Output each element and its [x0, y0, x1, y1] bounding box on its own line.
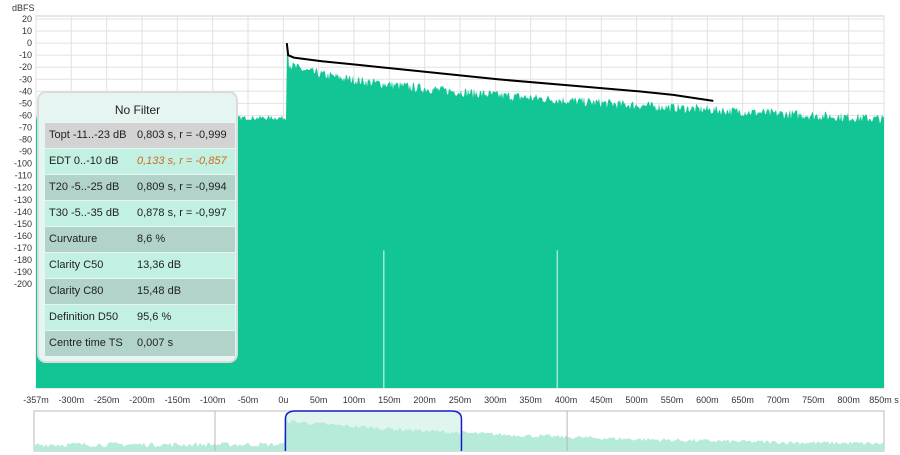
y-tick-label: -70 — [19, 122, 32, 132]
x-tick-label: 450m — [590, 395, 613, 405]
parameter-label: Topt -11..-23 dB — [49, 129, 127, 141]
x-tick-label: 100m — [343, 395, 366, 405]
y-axis-unit: dBFS — [12, 3, 35, 13]
x-tick-label: -357m — [23, 395, 49, 405]
x-tick-label: -200m — [129, 395, 155, 405]
y-tick-label: -180 — [14, 255, 32, 265]
y-tick-label: -90 — [19, 147, 32, 157]
parameter-value: 0,803 s, r = -0,999 — [137, 129, 227, 141]
parameter-row: Topt -11..-23 dB 0,803 s, r = -0,999 — [45, 123, 235, 148]
x-tick-label: 150m — [378, 395, 401, 405]
x-tick-label: 250m — [449, 395, 472, 405]
x-tick-label: 700m — [767, 395, 790, 405]
y-tick-label: -40 — [19, 86, 32, 96]
x-tick-label: 650m — [731, 395, 754, 405]
x-tick-label: 0u — [278, 395, 288, 405]
y-tick-label: -20 — [19, 62, 32, 72]
y-tick-label: -150 — [14, 219, 32, 229]
parameter-row: T20 -5..-25 dB 0,809 s, r = -0,994 — [45, 175, 235, 200]
parameter-label: Clarity C80 — [49, 285, 104, 297]
parameter-row: EDT 0..-10 dB 0,133 s, r = -0,857 — [45, 149, 235, 174]
parameter-value: 0,809 s, r = -0,994 — [137, 181, 227, 193]
x-tick-label: 400m — [555, 395, 578, 405]
parameter-label: T20 -5..-25 dB — [49, 181, 120, 193]
parameter-value: 0,133 s, r = -0,857 — [137, 155, 227, 167]
y-tick-label: -100 — [14, 159, 32, 169]
x-tick-label: -250m — [94, 395, 120, 405]
parameter-row: Clarity C50 13,36 dB — [45, 253, 235, 278]
y-tick-label: -160 — [14, 231, 32, 241]
y-tick-label: -120 — [14, 183, 32, 193]
overview-waveform — [34, 413, 884, 451]
filter-title: No Filter — [114, 103, 161, 117]
y-tick-label: -170 — [14, 243, 32, 253]
parameter-value: 15,48 dB — [137, 285, 182, 297]
x-tick-label: -100m — [200, 395, 226, 405]
y-tick-label: -140 — [14, 207, 32, 217]
x-tick-label: 200m — [413, 395, 436, 405]
y-tick-label: -50 — [19, 98, 32, 108]
parameter-label: T30 -5..-35 dB — [49, 207, 120, 219]
parameter-label: EDT 0..-10 dB — [49, 155, 119, 167]
x-tick-label: 850m s — [869, 395, 899, 405]
y-tick-label: -10 — [19, 50, 32, 60]
y-tick-label: -200 — [14, 279, 32, 289]
parameter-row: Clarity C80 15,48 dB — [45, 279, 235, 304]
parameter-label: Clarity C50 — [49, 259, 104, 271]
y-tick-label: 10 — [22, 26, 32, 36]
parameter-row: T30 -5..-35 dB 0,878 s, r = -0,997 — [45, 201, 235, 226]
overview-window-handle[interactable] — [284, 410, 463, 451]
x-tick-label: 50m — [310, 395, 328, 405]
y-tick-label: -110 — [15, 171, 32, 181]
parameter-value: 8,6 % — [137, 233, 166, 245]
x-tick-label: 300m — [484, 395, 507, 405]
y-tick-label: -190 — [14, 267, 32, 277]
parameter-label: Centre time TS — [49, 337, 123, 349]
x-tick-label: -150m — [165, 395, 191, 405]
x-tick-label: 550m — [661, 395, 684, 405]
x-tick-label: 350m — [519, 395, 542, 405]
parameter-label: Curvature — [49, 233, 98, 245]
y-tick-label: 20 — [22, 14, 32, 24]
parameter-label: Definition D50 — [49, 311, 119, 323]
schroeder-decay-curve — [285, 42, 714, 102]
y-tick-label: -130 — [14, 195, 32, 205]
acoustic-parameters-panel: No Filter Topt -11..-23 dB 0,803 s, r = -… — [37, 91, 238, 363]
parameter-row: Definition D50 95,6 % — [45, 305, 235, 330]
y-tick-label: 0 — [27, 38, 32, 48]
x-tick-label: 800m — [837, 395, 860, 405]
y-tick-label: -60 — [19, 110, 32, 120]
x-tick-label: -300m — [59, 395, 85, 405]
parameter-row: Curvature 8,6 % — [45, 227, 235, 252]
impulse-response-waveform — [36, 47, 884, 389]
x-tick-label: -50m — [238, 395, 259, 405]
y-tick-label: -30 — [19, 74, 32, 84]
x-tick-label: 500m — [625, 395, 648, 405]
x-tick-label: 600m — [696, 395, 719, 405]
parameter-value: 0,878 s, r = -0,997 — [137, 207, 227, 219]
x-tick-label: 750m — [802, 395, 825, 405]
y-tick-label: -80 — [19, 135, 32, 145]
parameter-value: 13,36 dB — [137, 259, 182, 271]
parameter-row: Centre time TS 0,007 s — [45, 331, 235, 356]
parameter-value: 0,007 s — [137, 337, 174, 349]
parameter-value: 95,6 % — [137, 311, 172, 323]
